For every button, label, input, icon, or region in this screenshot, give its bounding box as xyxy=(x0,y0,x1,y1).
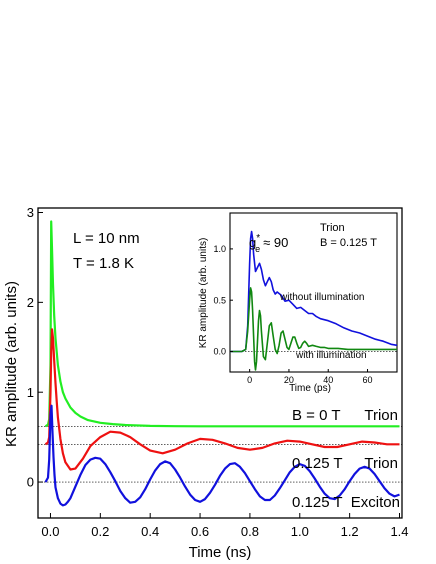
main-x-tick-label: 1.0 xyxy=(291,524,309,539)
main-x-ticks: 0.0 0.2 0.4 0.6 0.8 1.0 1.2 1.4 xyxy=(41,513,409,539)
main-x-tick-label: 0.0 xyxy=(41,524,59,539)
main-x-tick-label: 0.4 xyxy=(141,524,159,539)
series-label-field-2: 0.125 T xyxy=(292,494,343,511)
main-x-tick-label: 1.2 xyxy=(341,524,359,539)
g-superscript: * xyxy=(256,233,260,244)
inset-y-axis-label: KR amplitude (arb. units) xyxy=(198,238,209,349)
sample-length-annotation: L = 10 nm xyxy=(73,230,140,247)
main-baseline-layer xyxy=(38,426,402,483)
main-plot-frame xyxy=(37,207,403,519)
main-y-tick-label: 1 xyxy=(27,385,34,400)
g-subscript: e xyxy=(255,244,260,254)
main-series-line-2 xyxy=(44,404,400,507)
inset-x-tick-label: 40 xyxy=(323,375,333,385)
inset-x-tick-label: 0 xyxy=(247,375,252,385)
main-x-tick-label: 0.8 xyxy=(241,524,259,539)
inset-series-line-0 xyxy=(230,230,398,353)
main-y-tick-label: 2 xyxy=(27,295,34,310)
series-label-field-0: B = 0 T xyxy=(292,407,341,424)
main-x-tick-label: 1.4 xyxy=(390,524,408,539)
main-y-axis-label: KR amplitude (arb. units) xyxy=(3,281,20,447)
main-series-line-1 xyxy=(44,328,400,471)
inset-x-axis-label: Time (ps) xyxy=(289,383,331,394)
main-series-layer xyxy=(44,220,400,507)
inset-legend-without: without illumination xyxy=(279,292,365,303)
main-y-tick-label: 0 xyxy=(27,475,34,490)
inset-plot-frame xyxy=(229,212,398,373)
inset-series-line-1 xyxy=(230,287,397,371)
main-series-line-0 xyxy=(44,220,400,428)
main-x-axis-label: Time (ns) xyxy=(189,544,252,561)
inset-legend-with: with illumination xyxy=(295,350,367,361)
inset-y-tick-label: 0.5 xyxy=(213,295,226,305)
temperature-annotation: T = 1.8 K xyxy=(73,255,134,272)
inset-field-annotation: B = 0.125 T xyxy=(320,237,377,249)
inset-series-layer xyxy=(230,230,398,371)
main-x-tick-label: 0.2 xyxy=(91,524,109,539)
inset-background xyxy=(198,212,400,402)
main-x-tick-label: 0.6 xyxy=(191,524,209,539)
g-symbol: g xyxy=(249,235,256,250)
inset-y-ticks: 0.0 0.5 1.0 xyxy=(213,244,233,357)
inset-type-annotation: Trion xyxy=(320,222,345,234)
main-y-tick-label: 3 xyxy=(27,205,34,220)
inset-x-ticks: 0 20 40 60 xyxy=(247,369,373,385)
g-factor-annotation: g* e ≈ 90 xyxy=(249,233,288,254)
inset-x-tick-label: 20 xyxy=(284,375,294,385)
inset-y-tick-label: 1.0 xyxy=(213,244,226,254)
inset-y-tick-label: 0.0 xyxy=(213,347,226,357)
inset-chart: 0 20 40 60 0.0 0.5 1.0 Time (ps) KR amplitude… xyxy=(198,212,400,402)
main-y-ticks: 0 1 2 3 xyxy=(27,205,43,490)
series-label-field-1: 0.125 T xyxy=(292,455,343,472)
series-label-type-0: Trion xyxy=(364,407,398,424)
g-value: ≈ 90 xyxy=(263,235,288,250)
series-label-type-1: Trion xyxy=(364,455,398,472)
series-label-type-2: Exciton xyxy=(351,494,400,511)
inset-x-tick-label: 60 xyxy=(363,375,373,385)
